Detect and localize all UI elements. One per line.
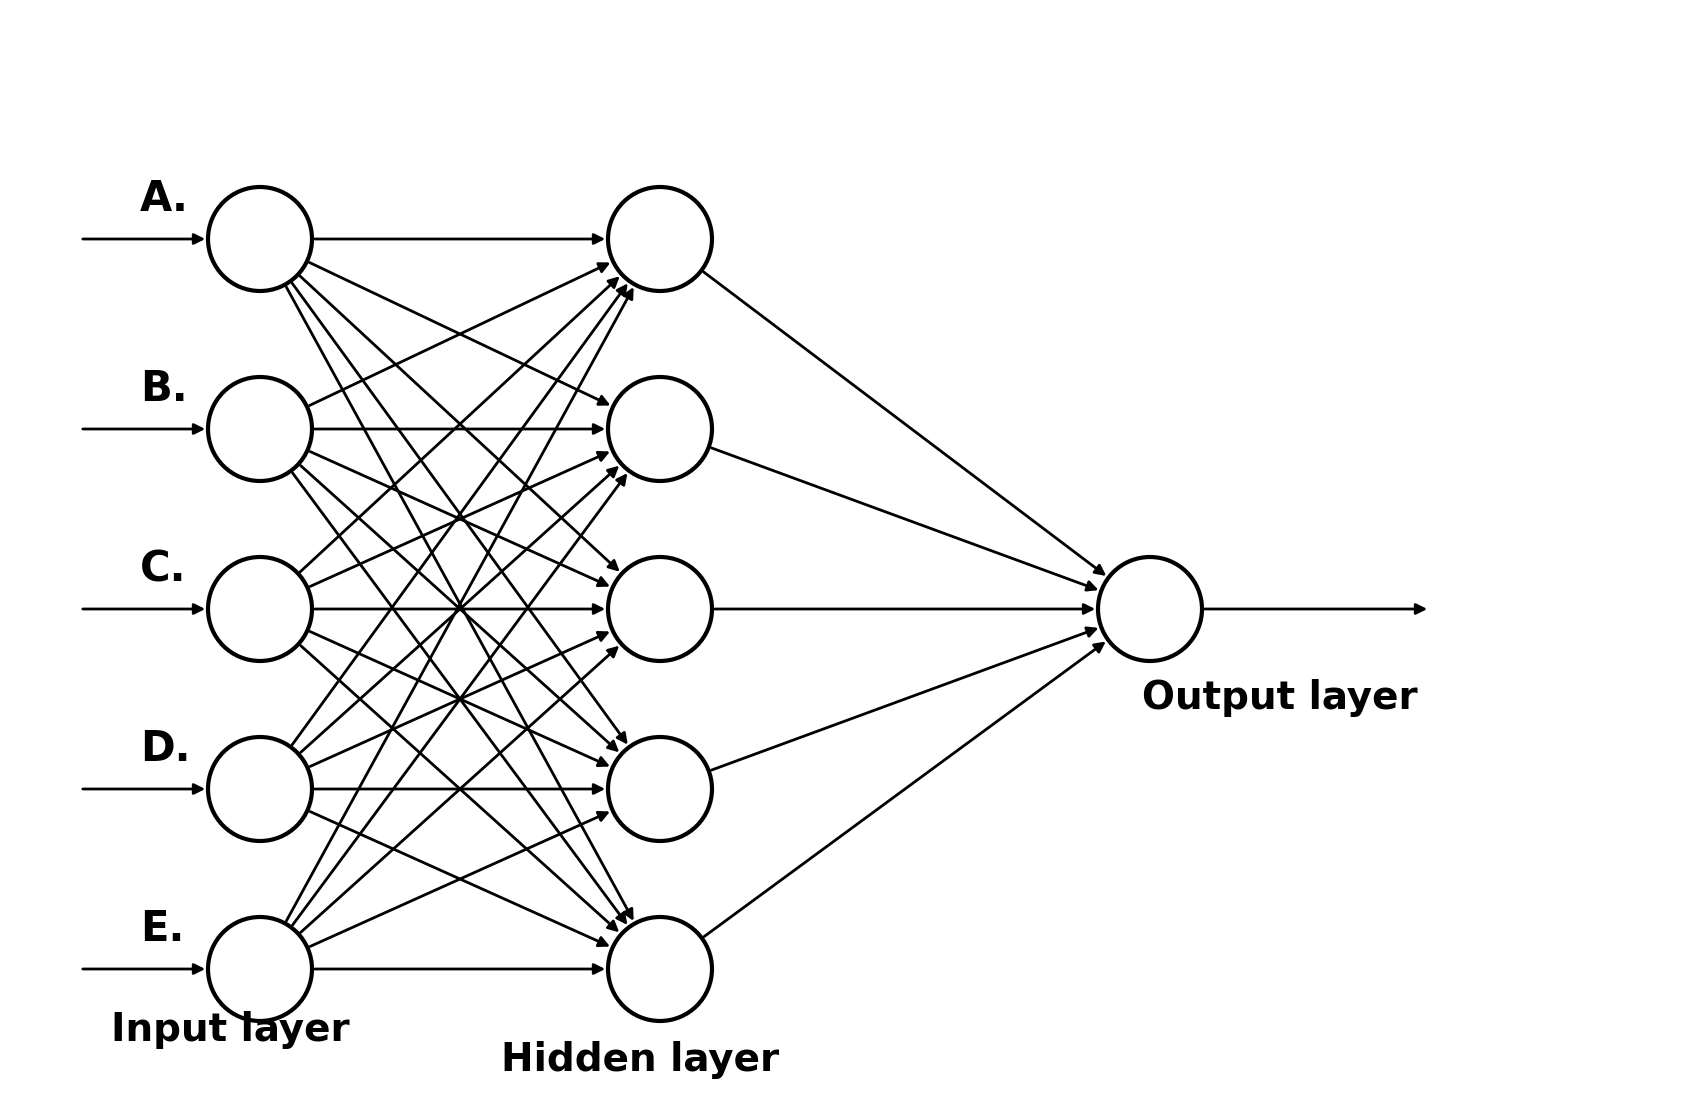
Text: E.: E.: [140, 908, 184, 950]
Text: C.: C.: [140, 548, 187, 590]
Text: Input layer: Input layer: [111, 1011, 349, 1049]
Circle shape: [608, 187, 713, 291]
Circle shape: [608, 377, 713, 481]
Text: B.: B.: [140, 368, 187, 410]
Circle shape: [1099, 557, 1201, 661]
Circle shape: [608, 557, 713, 661]
Circle shape: [207, 187, 312, 291]
Text: A.: A.: [140, 179, 189, 220]
Circle shape: [207, 917, 312, 1021]
Circle shape: [207, 377, 312, 481]
Circle shape: [207, 737, 312, 841]
Circle shape: [608, 737, 713, 841]
Circle shape: [207, 557, 312, 661]
Text: Output layer: Output layer: [1142, 679, 1417, 718]
Circle shape: [608, 917, 713, 1021]
Text: Hidden layer: Hidden layer: [500, 1041, 778, 1079]
Text: D.: D.: [140, 728, 190, 770]
